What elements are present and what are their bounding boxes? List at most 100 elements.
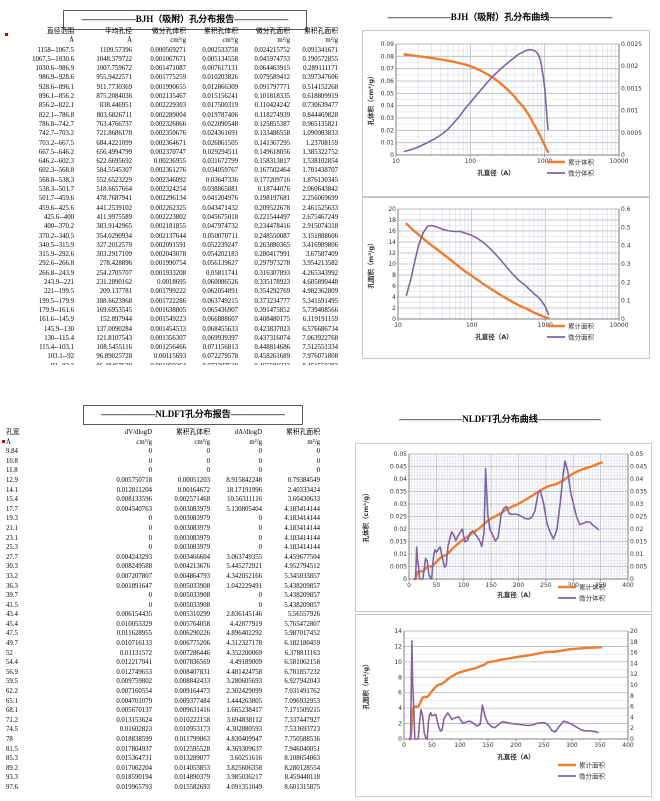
cell: 0	[258, 524, 262, 532]
table-row: 47.5 0.011628955 0.006290226 4.896402292 5.9…	[2, 629, 326, 639]
cell: 5.438209857	[284, 601, 320, 609]
cell: 0.017062204	[116, 764, 152, 772]
cell: 0.022090548	[202, 120, 238, 128]
cell: 0.005033908	[174, 582, 210, 590]
table-row: 12.9 0.005750718 0.00051203 8.915842248 0.79…	[2, 476, 326, 486]
cell: m²/g	[249, 438, 262, 446]
cell: 0.167502464	[254, 167, 290, 175]
cell: 0.019965793	[116, 783, 152, 791]
cell: 累积孔体积	[204, 28, 238, 35]
cell: 552.6523229	[96, 176, 132, 184]
cell: 62.2	[6, 688, 18, 696]
cell: 0	[258, 515, 262, 523]
cell: 56.9	[6, 668, 18, 676]
axis-label: 10	[630, 682, 638, 689]
cell: cm³/g	[136, 438, 152, 446]
axis-label: 10	[394, 322, 402, 329]
cell: 0.029294511	[202, 148, 238, 156]
cell: 0.066888607	[202, 316, 238, 324]
axis-label: 1000	[537, 158, 552, 165]
cell: 538.3--501.7	[38, 186, 74, 194]
table-row: 292.6--266.8 278.428896 0.001990754 0.05613…	[2, 259, 342, 268]
axis-label: 0.01	[630, 551, 644, 558]
table-row: 25.3 0 0.003083979 0 4.183414144	[2, 543, 326, 553]
cell: 4.183414144	[284, 544, 320, 552]
cell: 231.2890162	[96, 279, 132, 287]
cell: 7.976071808	[302, 353, 338, 361]
table-row: 130--115.4 121.8107543 0.001356307 0.069939…	[2, 334, 342, 343]
cell: 0.00051203	[177, 476, 210, 484]
cell: 3.280605693	[226, 678, 262, 686]
cell: 0	[258, 448, 262, 456]
bjh-volume-curve: 10 100 1000 1000000.010.020.030.040.050.060…	[366, 41, 642, 178]
cell: 0	[148, 601, 152, 609]
cell: 7.063922768	[302, 334, 338, 342]
cell: 0.001638805	[150, 306, 186, 314]
cell: 0.024215752	[254, 46, 290, 54]
table-header-row: 孔宽 dV/dlogD 累积孔体积 dA/dlogD 累积孔面积	[2, 428, 326, 438]
cell: dV/dlogD	[124, 429, 152, 436]
nldft-area-curve: 0 50 100 150 200 250 300 350 4000246810121402468…	[361, 628, 638, 781]
cell: 8.451550383	[290, 362, 338, 365]
table-header-row: 直径范围 平均孔径 微分孔体积 累积孔体积 微分孔面积 累积孔面积	[2, 27, 342, 36]
axis-label: 0.09	[381, 41, 395, 48]
cell: 30.3	[6, 563, 18, 571]
cell: 累积孔面积	[304, 28, 338, 35]
cell: 2.836145146	[226, 611, 262, 619]
cell: 0.458261689	[254, 353, 290, 361]
cell: 179.9--161.6	[38, 306, 74, 314]
cell: 71.2	[6, 716, 18, 724]
table-row: 425.6--400 411.9975589 0.002223802 0.045675…	[2, 213, 342, 222]
cell: 0.354292769	[254, 288, 290, 296]
table-row: 97.6 0.019965793 0.015582693 4.091351049 8.6…	[2, 783, 326, 793]
legend-label: 微分面积	[568, 333, 595, 342]
cell: 0.001775259	[150, 74, 186, 82]
cell: 7.337447927	[284, 716, 320, 724]
axis-label: 6	[630, 704, 634, 711]
cell: 0.079589412	[254, 74, 290, 82]
cell: 911.7730369	[96, 83, 132, 91]
cell: 7.171509215	[284, 707, 320, 715]
cell: 3.151888606	[302, 232, 338, 240]
axis-label: 4	[392, 294, 396, 301]
cell: 2.40333424	[287, 486, 320, 494]
cell: 243.9--221	[43, 279, 74, 287]
cell: 0.004701079	[116, 697, 152, 705]
cell: 115.4--103.1	[39, 344, 74, 352]
cell: 0.423837023	[254, 325, 290, 333]
axis-label: 0.07	[381, 66, 395, 73]
cell: 0.209522678	[254, 204, 290, 212]
table-row: 667.5--646.2 656.4994799 0.002370747 0.0292…	[2, 148, 342, 157]
cell: 0.007207807	[116, 572, 152, 580]
axis-label: 0.035	[630, 489, 647, 496]
axis-label: 16	[630, 650, 638, 657]
cell: 0.002326866	[150, 120, 186, 128]
axis-label: 6	[398, 690, 402, 697]
cell: 0.002370747	[150, 148, 186, 156]
axis-label: 16	[388, 228, 396, 235]
cell: 93.3	[6, 774, 18, 782]
cell: 0	[316, 467, 320, 475]
table-row: 602.3--568.8 584.5545307 0.002361276 0.0340…	[2, 166, 342, 175]
cell: 0.005310299	[174, 611, 210, 619]
cell: 3.416989806	[302, 241, 338, 249]
cell: 4.302880593	[226, 726, 262, 734]
cell: 21.1	[6, 524, 18, 532]
table-row: 59.5 0.009759802 0.008842433 3.280605693 6.9…	[2, 677, 326, 687]
cell: Å	[69, 37, 74, 45]
table-row: 161.6--145.9 152.897944 0.001549223 0.06688…	[2, 315, 342, 324]
nldft-volume-curve: 0 50 100 150 200 250 300 350 40000.0050.010.0150…	[361, 451, 647, 603]
table-row: 74.5 0.01602823 0.010953173 4.302880593 7.53…	[2, 725, 326, 735]
axis-label: 0.3	[621, 261, 631, 268]
table-row: 19.3 0 0.003083979 0 4.183414144	[2, 514, 326, 524]
cell: 0.006290226	[174, 630, 210, 638]
legend-label: 微分体积	[579, 594, 606, 603]
cell: 4.896402292	[226, 630, 262, 638]
axis-label: 10000	[609, 158, 628, 165]
axis-label: 100	[466, 322, 478, 329]
cell: 0.03647336	[205, 176, 238, 184]
cell: 2.256069699	[302, 195, 338, 203]
axis-label: 0.1	[621, 298, 631, 305]
